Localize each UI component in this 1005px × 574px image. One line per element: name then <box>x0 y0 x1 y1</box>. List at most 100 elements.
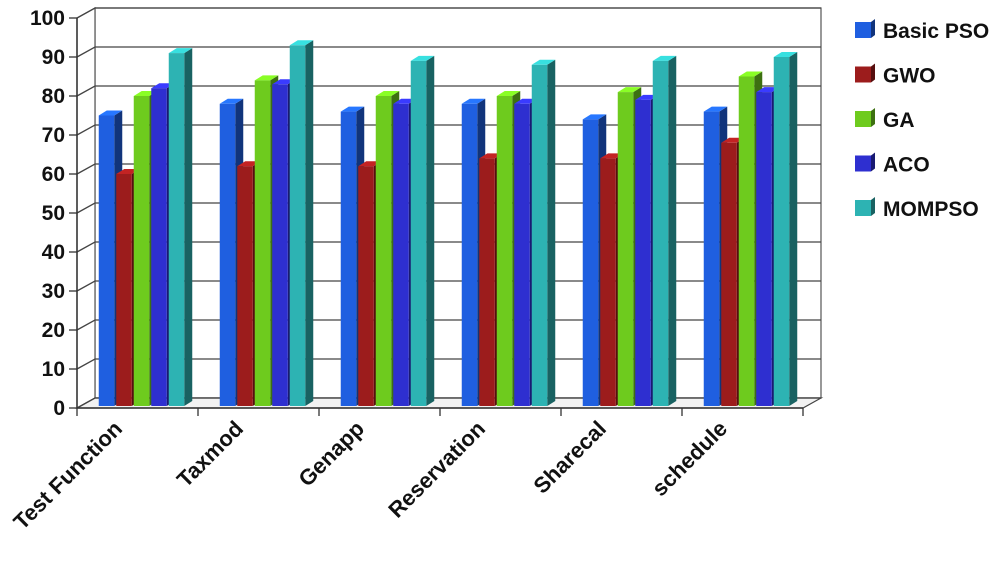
legend-swatch <box>855 111 871 127</box>
legend-swatch-side <box>871 63 875 83</box>
bar-top <box>652 55 677 61</box>
legend-item-mompso: MOMPSO <box>855 197 979 221</box>
gridline <box>76 124 821 136</box>
legend-item-gwo: GWO <box>855 63 936 88</box>
bar-top <box>531 59 556 65</box>
gridline <box>76 241 821 253</box>
y-tick-label: 30 <box>42 280 65 303</box>
bar-front <box>375 96 392 406</box>
bar-front <box>393 103 409 407</box>
y-tick-label: 0 <box>53 397 65 420</box>
legend-swatch <box>855 66 871 83</box>
bar-mompso-schedule <box>773 52 798 406</box>
bar-front <box>358 166 374 406</box>
bar-front <box>98 115 115 406</box>
y-tick-label: 40 <box>42 241 65 264</box>
legend-label: MOMPSO <box>883 198 979 221</box>
bar-front <box>756 92 772 406</box>
bar-front <box>514 103 530 407</box>
bar-side <box>547 59 556 407</box>
bar-front <box>340 111 357 406</box>
legend-item-aco: ACO <box>855 152 930 177</box>
y-tick-label: 20 <box>42 319 65 342</box>
bar-front <box>116 174 132 406</box>
bar-top <box>168 48 193 54</box>
legend-label: Basic PSO <box>883 20 989 43</box>
x-category-label: Sharecal <box>528 416 611 499</box>
bar-front <box>237 166 253 406</box>
x-category-label: schedule <box>647 416 732 501</box>
y-axis-tick-labels: 0 10 20 30 40 50 60 70 80 90 100 <box>30 7 65 420</box>
gridline <box>76 202 821 214</box>
gridline <box>76 358 821 370</box>
bar-mompso-reservation <box>531 59 556 407</box>
bar-top <box>738 71 763 77</box>
bar-top <box>582 114 607 120</box>
bar-front <box>582 119 599 407</box>
bar-top <box>703 106 728 112</box>
x-category-label: Test Function <box>9 416 128 535</box>
bar-side <box>789 52 798 406</box>
x-category-label: Genapp <box>293 416 369 492</box>
axes <box>69 17 804 416</box>
legend-swatch-side <box>871 152 875 172</box>
legend: Basic PSO GWO GA ACO MOMPSO <box>855 19 989 221</box>
bar-mompso-taxmod <box>289 40 314 407</box>
bar-side <box>668 55 677 407</box>
legend-swatch <box>855 22 871 38</box>
bar-front <box>168 53 185 406</box>
bar-mompso-sharecal <box>652 55 677 407</box>
gridline <box>76 319 821 331</box>
legend-swatch <box>855 200 871 216</box>
legend-swatch-side <box>871 108 875 127</box>
bar-top <box>375 91 400 96</box>
bar-front <box>703 111 720 406</box>
bar-front <box>738 76 755 406</box>
gridline <box>76 163 821 175</box>
bar-front <box>617 92 634 406</box>
bar-side <box>305 40 314 407</box>
y-tick-label: 10 <box>42 358 65 381</box>
x-category-label: Taxmod <box>172 416 248 492</box>
gridline <box>76 46 821 58</box>
gridline <box>76 85 821 97</box>
gridline <box>76 280 821 292</box>
bar-front <box>635 99 651 407</box>
bar-top <box>98 110 123 116</box>
bar-front <box>133 96 150 406</box>
legend-swatch-side <box>871 19 875 38</box>
bar-top <box>773 52 798 57</box>
bar-front <box>151 88 167 406</box>
bar-front <box>652 60 669 407</box>
bar-front <box>289 45 306 407</box>
bar-side <box>184 48 193 406</box>
y-tick-label: 70 <box>42 124 65 147</box>
bar-top <box>461 98 486 104</box>
legend-item-ga: GA <box>855 108 915 132</box>
bar-top <box>254 75 279 81</box>
bar-top <box>340 106 365 112</box>
y-tick-label: 50 <box>42 202 65 225</box>
legend-label: GWO <box>883 65 936 88</box>
x-axis-category-labels: Test Function Taxmod Genapp Reservation Shar… <box>9 416 733 535</box>
bar-front <box>479 158 495 406</box>
bar-front <box>410 60 427 407</box>
x-category-label: Reservation <box>383 416 490 523</box>
bar-front <box>461 103 478 407</box>
bar-front <box>272 84 288 407</box>
y-tick-label: 100 <box>30 7 65 30</box>
bar-top <box>289 40 314 46</box>
gridline <box>76 397 821 409</box>
bar-mompso-test-function <box>168 48 193 406</box>
y-tick-label: 80 <box>42 85 65 108</box>
legend-item-basic-pso: Basic PSO <box>855 19 989 43</box>
bar-side <box>426 55 435 407</box>
bar-front <box>254 80 271 407</box>
bar-mompso-genapp <box>410 55 435 407</box>
legend-label: ACO <box>883 154 930 177</box>
bar-front <box>496 96 513 406</box>
legend-swatch-side <box>871 197 875 216</box>
bar-top <box>496 91 521 96</box>
bar-top <box>219 98 244 104</box>
